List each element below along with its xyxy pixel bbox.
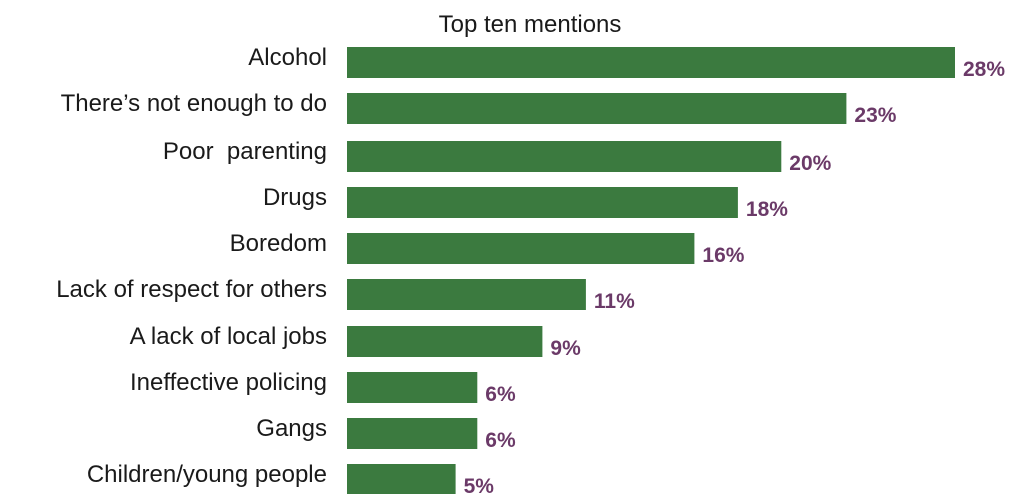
bar-0 [347,47,955,78]
category-label-6: A lack of local jobs [130,323,327,350]
bar-2 [347,141,782,172]
bar-8 [347,418,478,449]
bar-7 [347,372,478,403]
value-label-9: 5% [464,475,495,494]
category-label-8: Gangs [256,415,327,442]
bar-4 [347,233,695,264]
category-label-5: Lack of respect for others [56,276,327,303]
chart-title: Top ten mentions [439,11,622,38]
value-label-6: 9% [550,337,581,360]
category-label-9: Children/young people [87,461,327,488]
value-label-4: 16% [702,244,744,267]
value-label-7: 6% [485,383,516,406]
category-label-3: Drugs [263,184,327,211]
value-labels-group: 28% 23% 20%18%16% 11% 9% 6% 6% 5% [464,58,1006,494]
bars-group [347,47,955,494]
bar-1 [347,93,847,124]
value-label-8: 6% [485,429,516,452]
value-label-0: 28% [963,58,1005,81]
category-label-4: Boredom [230,230,327,257]
bar-9 [347,464,456,494]
category-label-7: Ineffective policing [130,369,327,396]
bar-5 [347,279,586,310]
value-label-5: 11% [594,290,635,313]
value-label-1: 23% [854,104,896,127]
category-label-0: Alcohol [248,44,327,71]
value-label-2: 20% [789,152,831,175]
category-labels-group: Alcohol There’s not enough to do Poor pare… [56,44,327,488]
category-label-2: Poor parenting [163,138,327,165]
category-label-1: There’s not enough to do [61,90,327,117]
value-label-3: 18% [746,198,788,221]
bar-3 [347,187,738,218]
bar-6 [347,326,543,357]
